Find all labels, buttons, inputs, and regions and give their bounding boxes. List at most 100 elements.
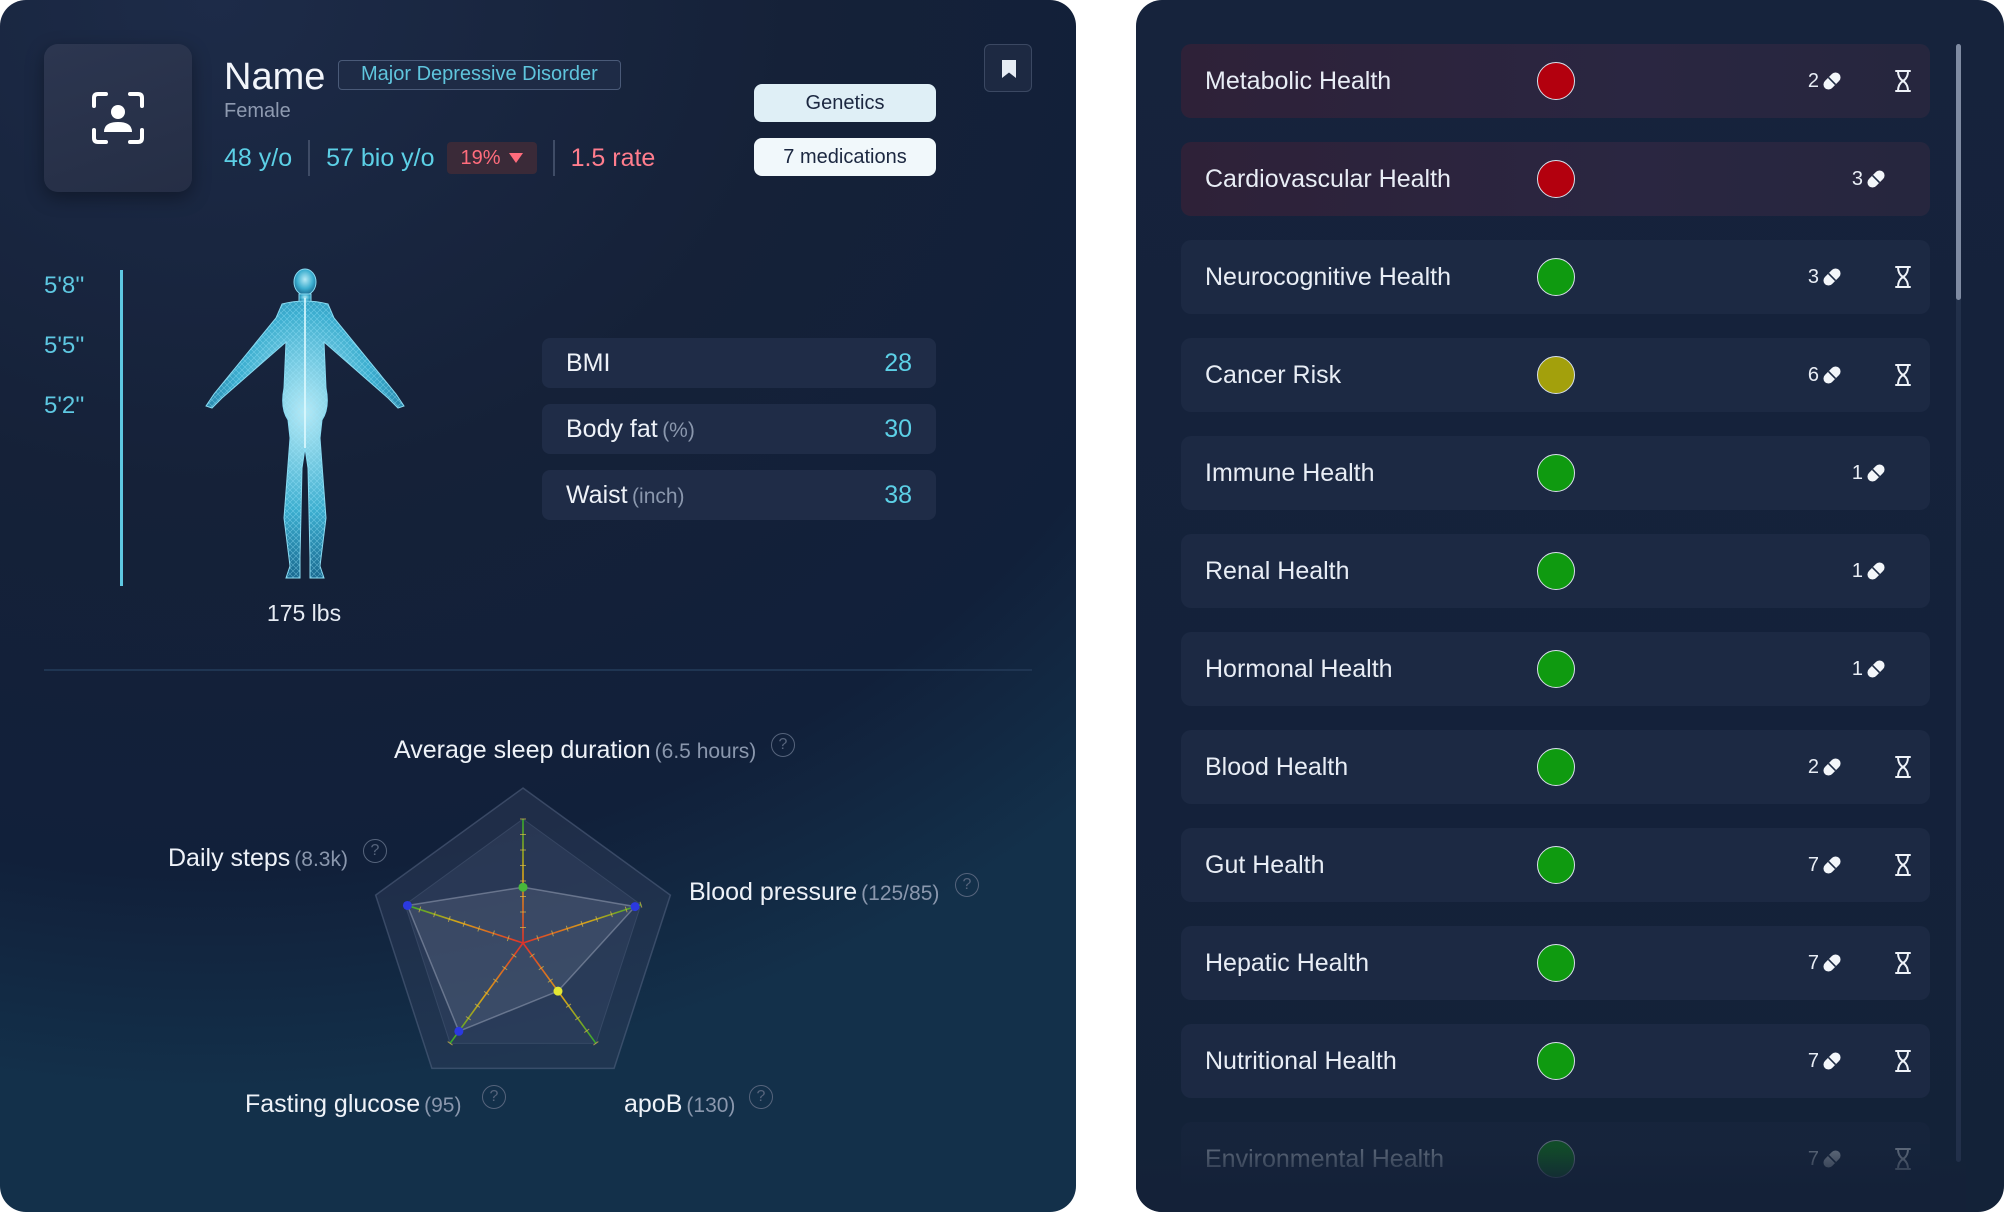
status-dot — [1537, 650, 1575, 688]
radar-label-apob: apoB (130) — [624, 1090, 735, 1119]
radar-tick — [492, 930, 495, 937]
health-row[interactable]: Metabolic Health 2 — [1181, 44, 1930, 118]
health-row-label: Neurocognitive Health — [1205, 263, 1451, 291]
hourglass-icon[interactable] — [1893, 265, 1913, 294]
radar-tick — [506, 935, 510, 942]
radar-tick — [536, 935, 540, 942]
pill-icon — [1821, 952, 1843, 979]
waist-metric: Waist (inch) 38 — [542, 470, 936, 520]
hourglass-icon[interactable] — [1893, 363, 1913, 392]
hourglass-icon[interactable] — [1893, 853, 1913, 882]
help-icon[interactable]: ? — [749, 1085, 773, 1109]
section-divider — [44, 669, 1032, 671]
gender-label: Female — [224, 100, 291, 122]
radar-axis-label: Daily steps — [168, 844, 291, 872]
radar-tick — [433, 911, 436, 918]
radar-tick — [502, 965, 508, 971]
bookmark-button[interactable] — [984, 44, 1032, 92]
health-row-label: Metabolic Health — [1205, 67, 1392, 95]
pill-icon — [1821, 70, 1843, 97]
radar-point — [630, 902, 640, 912]
health-row[interactable]: Cardiovascular Health 3 — [1181, 142, 1930, 216]
medications-button[interactable]: 7 medications — [754, 138, 936, 176]
radar-tick — [483, 990, 490, 996]
radar-tick — [511, 953, 517, 958]
radar-tick — [551, 930, 554, 937]
status-dot — [1537, 552, 1575, 590]
patient-name: Name — [224, 56, 326, 98]
height-axis-line — [120, 270, 123, 586]
medication-count: 3 — [1851, 168, 1863, 190]
help-icon[interactable]: ? — [771, 733, 795, 757]
medication-count: 7 — [1807, 952, 1819, 974]
radar-point — [454, 1026, 464, 1036]
metric-unit: (inch) — [632, 484, 685, 508]
radar-tick — [565, 1003, 572, 1008]
help-icon[interactable]: ? — [955, 873, 979, 897]
pill-icon — [1821, 756, 1843, 783]
radar-axis-value: (6.5 hours) — [654, 740, 757, 763]
status-dot — [1537, 944, 1575, 982]
health-row[interactable]: Renal Health 1 — [1181, 534, 1930, 608]
health-row[interactable]: Neurocognitive Health 3 — [1181, 240, 1930, 314]
divider — [308, 140, 311, 176]
pill-icon — [1865, 168, 1887, 195]
avatar[interactable] — [44, 44, 192, 192]
diagnosis-badge: Major Depressive Disorder — [338, 60, 621, 90]
body-figure — [205, 268, 405, 579]
age-value: 48 y/o — [224, 143, 293, 172]
health-row[interactable]: Cancer Risk 6 — [1181, 338, 1930, 412]
scrollbar-thumb[interactable] — [1956, 44, 1961, 300]
genetics-button[interactable]: Genetics — [754, 84, 936, 122]
weight-value: 175 lbs — [266, 600, 342, 626]
health-row[interactable]: Immune Health 1 — [1181, 436, 1930, 510]
health-row[interactable]: Blood Health 2 — [1181, 730, 1930, 804]
help-icon[interactable]: ? — [482, 1085, 506, 1109]
bio-age-delta: 19% — [460, 146, 501, 169]
health-row[interactable]: Gut Health 7 — [1181, 828, 1930, 902]
bookmark-icon — [1002, 60, 1016, 78]
medication-count: 3 — [1807, 266, 1819, 288]
radar-tick — [447, 1041, 453, 1046]
radar-tick — [584, 1028, 590, 1033]
age-stats: 48 y/o 57 bio y/o 19% 1.5 rate — [224, 140, 655, 176]
hourglass-icon[interactable] — [1893, 951, 1913, 980]
height-tick: 5'8'' — [44, 272, 85, 299]
health-row-label: Hepatic Health — [1205, 949, 1369, 977]
status-dot — [1537, 846, 1575, 884]
radar-tick — [574, 1016, 581, 1021]
radar-tick — [595, 916, 599, 923]
health-row-label: Gut Health — [1205, 851, 1325, 879]
radar-tick — [593, 1041, 599, 1046]
pill-icon — [1821, 1050, 1843, 1077]
hourglass-icon[interactable] — [1893, 755, 1913, 784]
status-dot — [1537, 356, 1575, 394]
radar-axis-value: (8.3k) — [294, 848, 348, 871]
height-tick: 5'2'' — [44, 392, 85, 419]
radar-tick — [462, 920, 466, 927]
medication-count: 1 — [1851, 560, 1863, 582]
health-row[interactable]: Nutritional Health 7 — [1181, 1024, 1930, 1098]
help-icon[interactable]: ? — [363, 839, 387, 863]
status-dot — [1537, 748, 1575, 786]
radar-axis-label: Blood pressure — [689, 878, 858, 906]
status-dot — [1537, 1042, 1575, 1080]
scrollbar-track[interactable] — [1956, 44, 1961, 1162]
radar-tick — [477, 925, 481, 932]
divider — [552, 140, 555, 176]
health-row[interactable]: Hepatic Health 7 — [1181, 926, 1930, 1000]
radar-axis-value: (95) — [424, 1094, 462, 1117]
aging-rate: 1.5 rate — [570, 143, 656, 172]
status-dot — [1537, 62, 1575, 100]
health-row-label: Renal Health — [1205, 557, 1350, 585]
medication-count: 1 — [1851, 462, 1863, 484]
radar-tick — [538, 965, 544, 971]
status-dot — [1537, 160, 1575, 198]
bmi-metric: BMI 28 — [542, 338, 936, 388]
health-row[interactable]: Hormonal Health 1 — [1181, 632, 1930, 706]
health-row-label: Immune Health — [1205, 459, 1375, 487]
hourglass-icon[interactable] — [1893, 69, 1913, 98]
radar-tick — [447, 916, 451, 923]
medication-count: 7 — [1807, 854, 1819, 876]
hourglass-icon[interactable] — [1893, 1049, 1913, 1078]
